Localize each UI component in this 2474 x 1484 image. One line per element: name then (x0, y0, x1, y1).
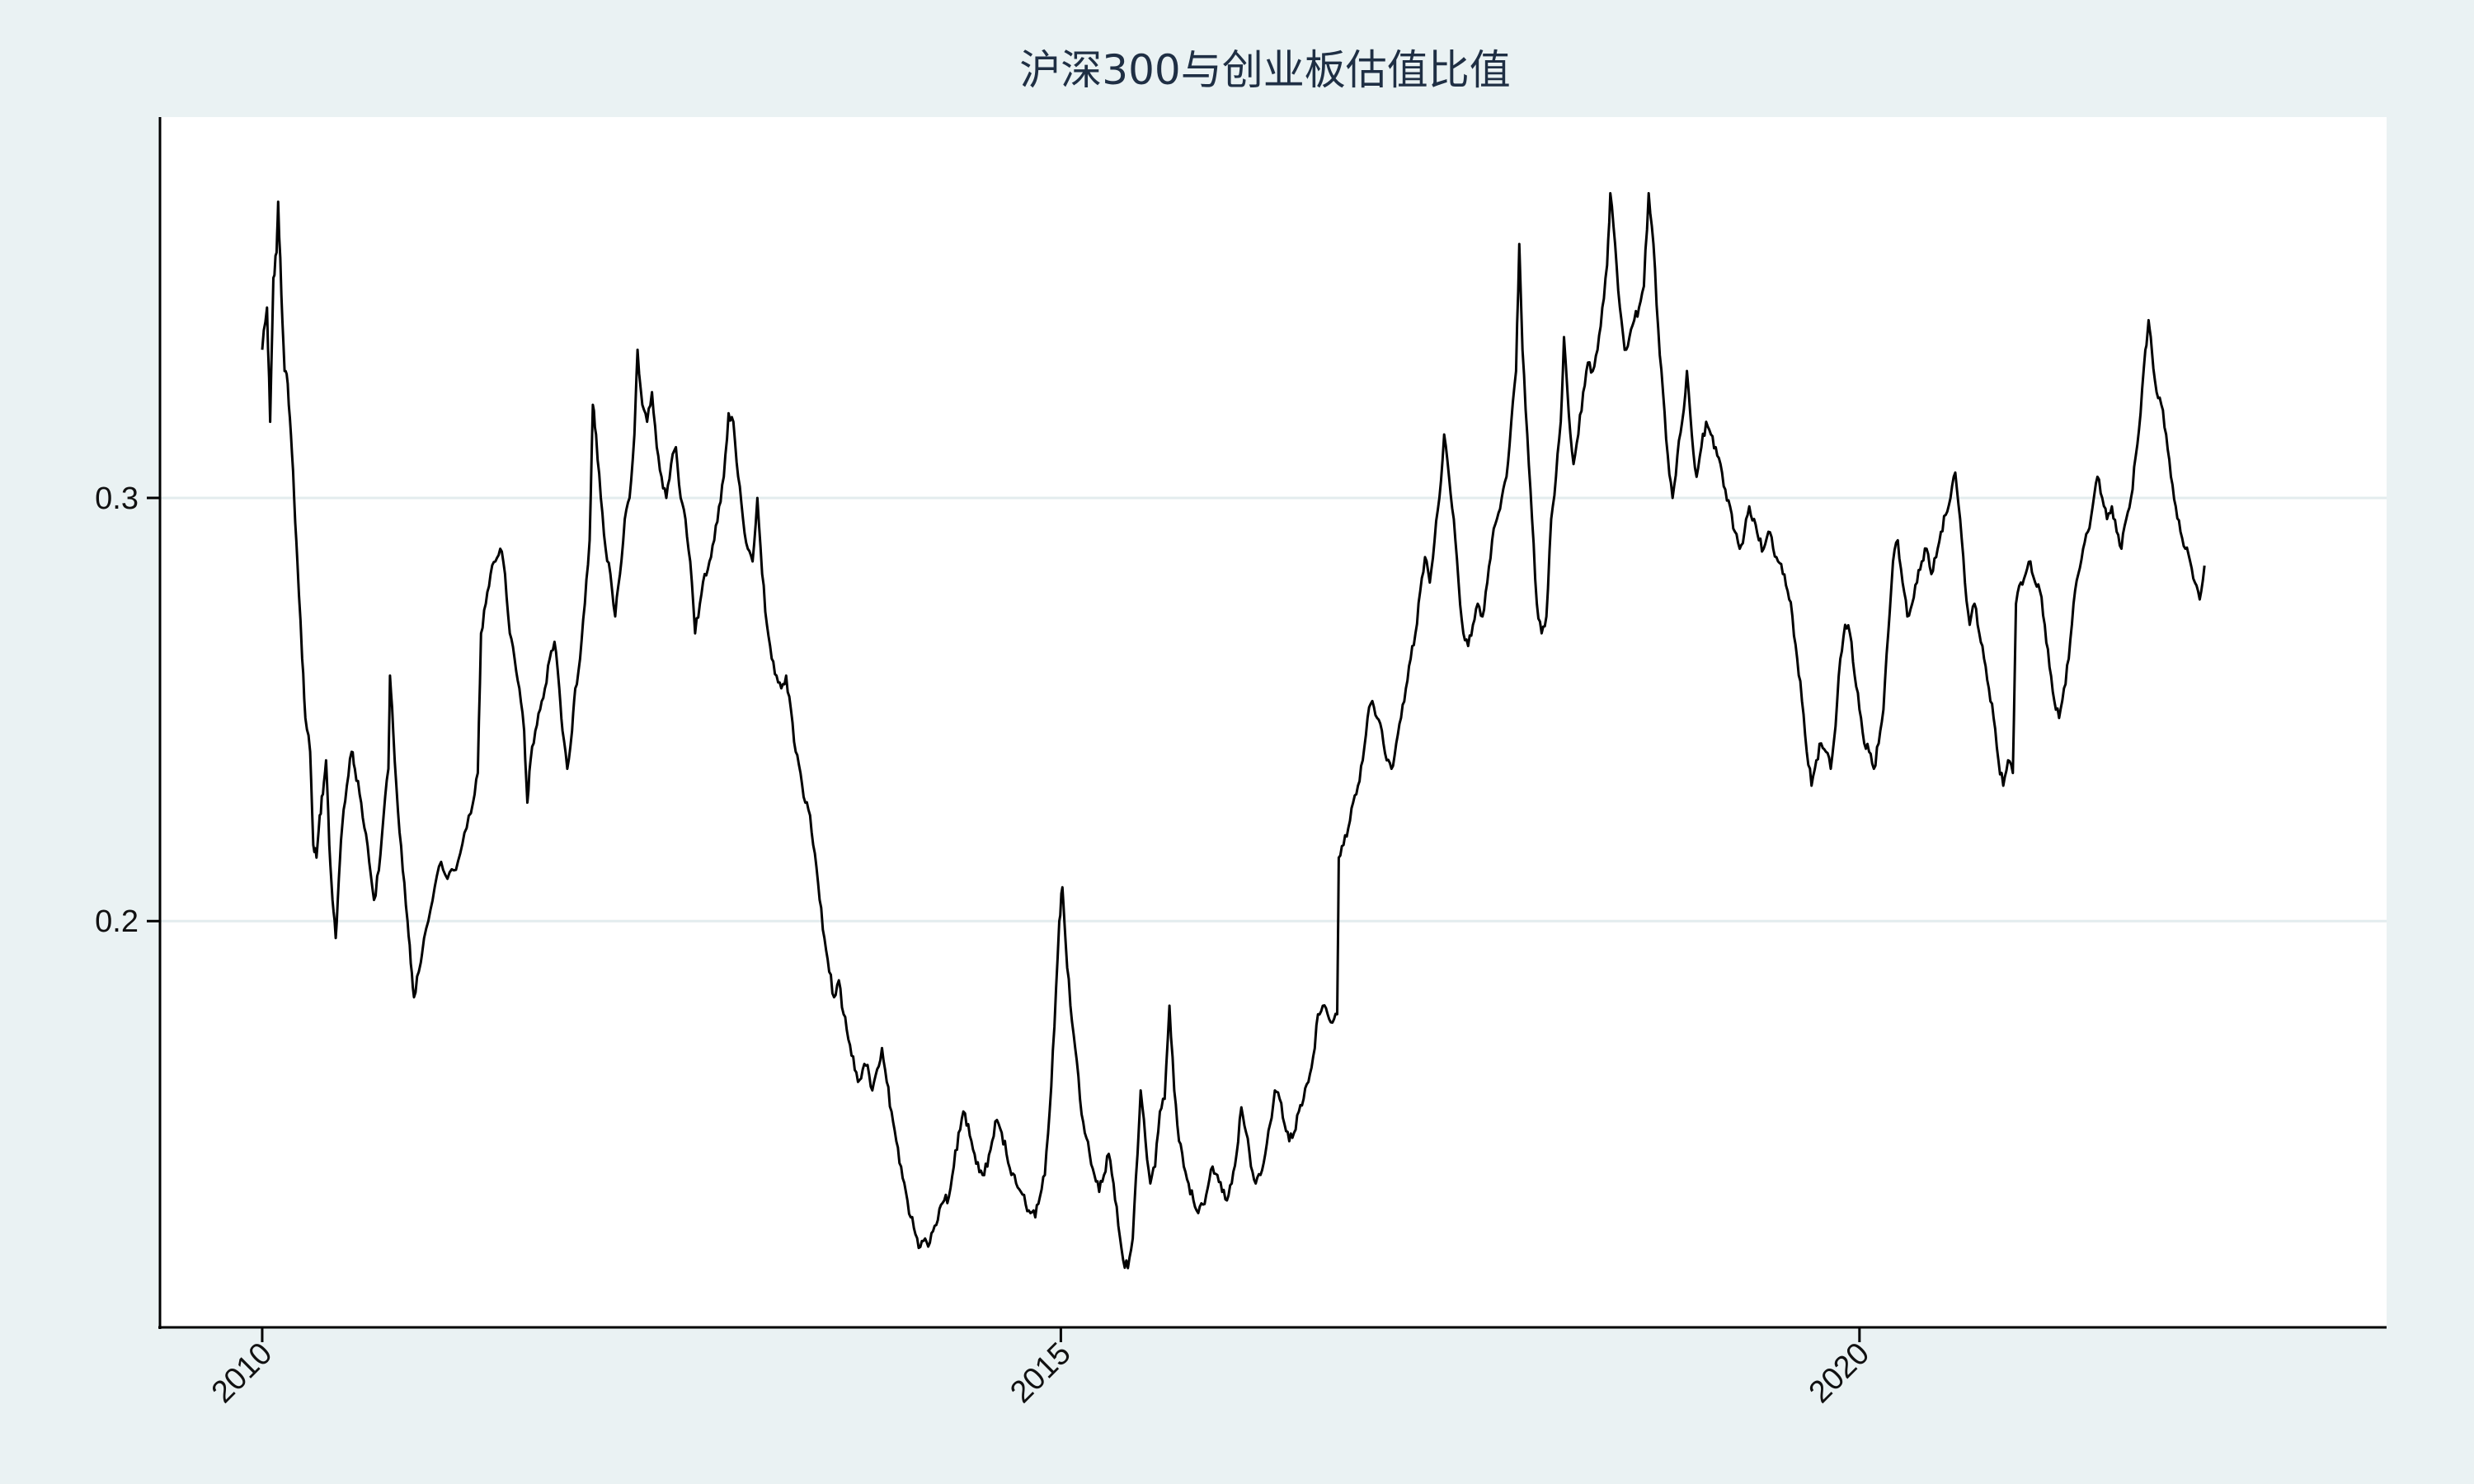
x-axis: 2010 2015 2020 (205, 1327, 1876, 1410)
y-tick-label: 0.3 (95, 481, 139, 516)
chart-title: 沪深300与创业板估值比值 (1019, 46, 1510, 94)
y-axis: 0.2 0.3 (95, 481, 160, 939)
series-line (261, 191, 2206, 1270)
x-tick-label: 2020 (1803, 1336, 1876, 1410)
y-tick-label: 0.2 (95, 904, 139, 939)
x-tick-label: 2015 (1004, 1336, 1077, 1410)
series-layer (261, 191, 2206, 1270)
x-tick-label: 2010 (205, 1336, 279, 1410)
plot-area (160, 117, 2387, 1327)
gridlines (160, 496, 2387, 923)
